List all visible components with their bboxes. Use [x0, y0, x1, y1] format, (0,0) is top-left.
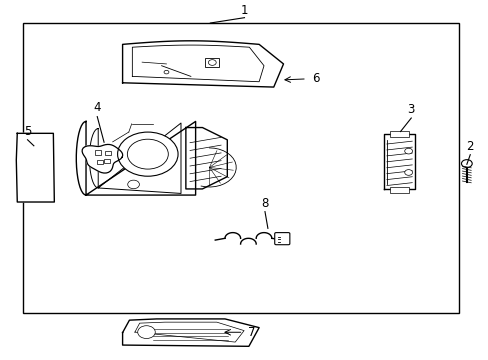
- Polygon shape: [122, 319, 259, 346]
- Text: 3: 3: [407, 103, 414, 116]
- Circle shape: [163, 70, 168, 74]
- Bar: [390, 131, 408, 137]
- Polygon shape: [82, 144, 122, 173]
- Circle shape: [127, 139, 168, 169]
- Text: 6: 6: [311, 72, 319, 85]
- Bar: [95, 150, 101, 155]
- Polygon shape: [384, 134, 414, 189]
- Text: 2: 2: [466, 140, 473, 153]
- Bar: [105, 151, 111, 156]
- Circle shape: [138, 326, 155, 338]
- Bar: [97, 160, 102, 164]
- Circle shape: [404, 148, 412, 154]
- Polygon shape: [76, 121, 195, 195]
- Bar: [104, 159, 110, 163]
- Circle shape: [127, 180, 139, 189]
- Text: 8: 8: [261, 197, 268, 210]
- Polygon shape: [185, 127, 227, 189]
- Polygon shape: [122, 41, 283, 87]
- Bar: [390, 186, 408, 193]
- Text: 7: 7: [248, 326, 255, 339]
- Text: 5: 5: [24, 125, 31, 138]
- Circle shape: [208, 60, 216, 66]
- Circle shape: [404, 170, 412, 175]
- Circle shape: [461, 160, 471, 167]
- Polygon shape: [16, 133, 54, 202]
- Text: 1: 1: [240, 4, 248, 17]
- Circle shape: [117, 132, 178, 176]
- FancyBboxPatch shape: [274, 233, 289, 245]
- Text: 4: 4: [93, 102, 101, 114]
- Bar: [205, 58, 219, 67]
- Bar: [22, 23, 458, 313]
